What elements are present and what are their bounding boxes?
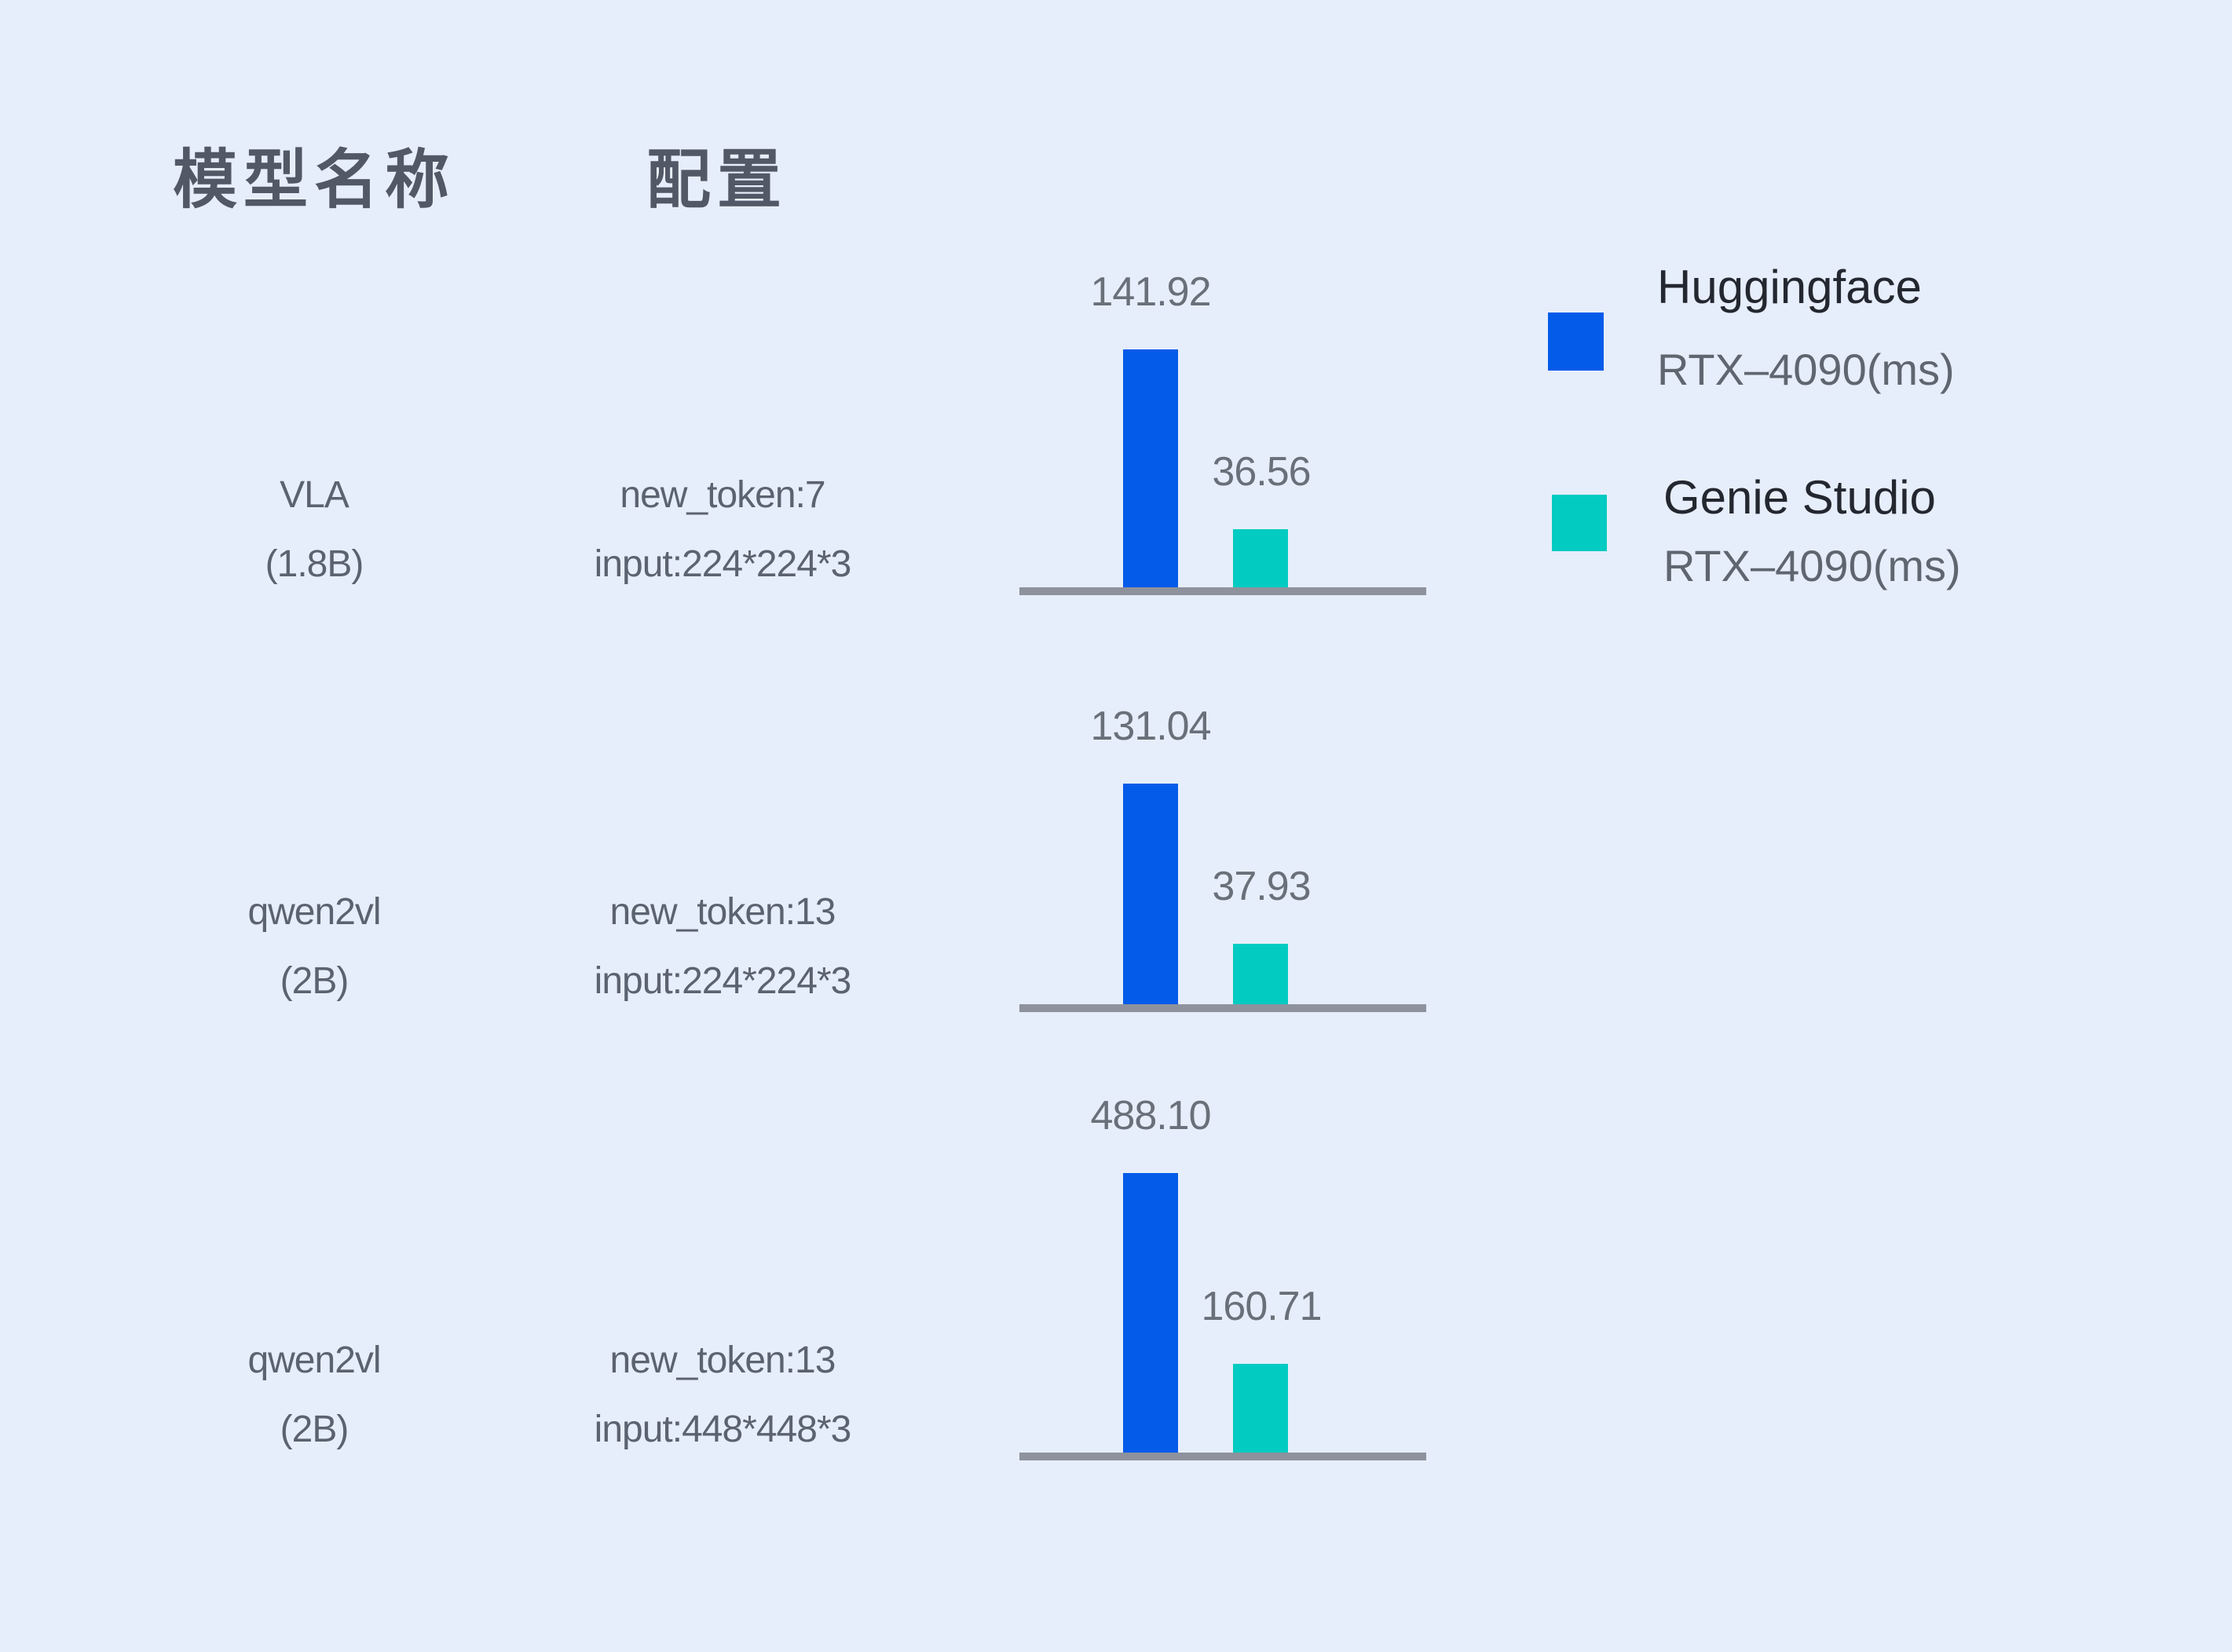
config-input-size: input:224*224*3 — [594, 960, 852, 1002]
huggingface-bar — [1123, 1173, 1178, 1457]
axis-baseline — [1019, 1004, 1426, 1012]
genie-studio-bar — [1233, 944, 1288, 1009]
huggingface-value-label: 131.04 — [1090, 704, 1211, 749]
legend-swatch-huggingface — [1548, 312, 1604, 371]
config-input-size: input:448*448*3 — [594, 1409, 852, 1450]
legend-label-genie-studio: Genie Studio — [1663, 471, 1936, 524]
legend-device-genie-studio: RTX–4090(ms) — [1663, 541, 1961, 590]
legend-device-huggingface: RTX–4090(ms) — [1657, 345, 1955, 394]
huggingface-bar — [1123, 349, 1178, 592]
genie-studio-value-label: 36.56 — [1212, 449, 1311, 495]
genie-studio-value-label: 160.71 — [1201, 1284, 1322, 1329]
model-name: qwen2vl — [247, 891, 381, 933]
genie-studio-value-label: 37.93 — [1212, 864, 1311, 909]
huggingface-value-label: 141.92 — [1090, 269, 1211, 315]
column-header-model-name: 模型名称 — [173, 144, 456, 216]
legend-label-huggingface: Huggingface — [1657, 261, 1922, 313]
huggingface-value-label: 488.10 — [1090, 1093, 1211, 1138]
model-name: qwen2vl — [247, 1340, 381, 1381]
axis-baseline — [1019, 587, 1426, 595]
model-size: (2B) — [280, 1409, 349, 1450]
model-size: (1.8B) — [265, 543, 364, 585]
genie-studio-bar — [1233, 1364, 1288, 1457]
config-new-token: new_token:7 — [620, 474, 825, 516]
config-input-size: input:224*224*3 — [594, 543, 852, 585]
config-new-token: new_token:13 — [609, 1340, 836, 1381]
genie-studio-bar — [1233, 529, 1288, 592]
column-header-config: 配置 — [646, 144, 789, 216]
huggingface-bar — [1123, 784, 1178, 1009]
axis-baseline — [1019, 1453, 1426, 1460]
model-name: VLA — [280, 474, 349, 516]
model-size: (2B) — [280, 960, 349, 1002]
config-new-token: new_token:13 — [609, 891, 836, 933]
legend-swatch-genie-studio — [1552, 495, 1607, 551]
